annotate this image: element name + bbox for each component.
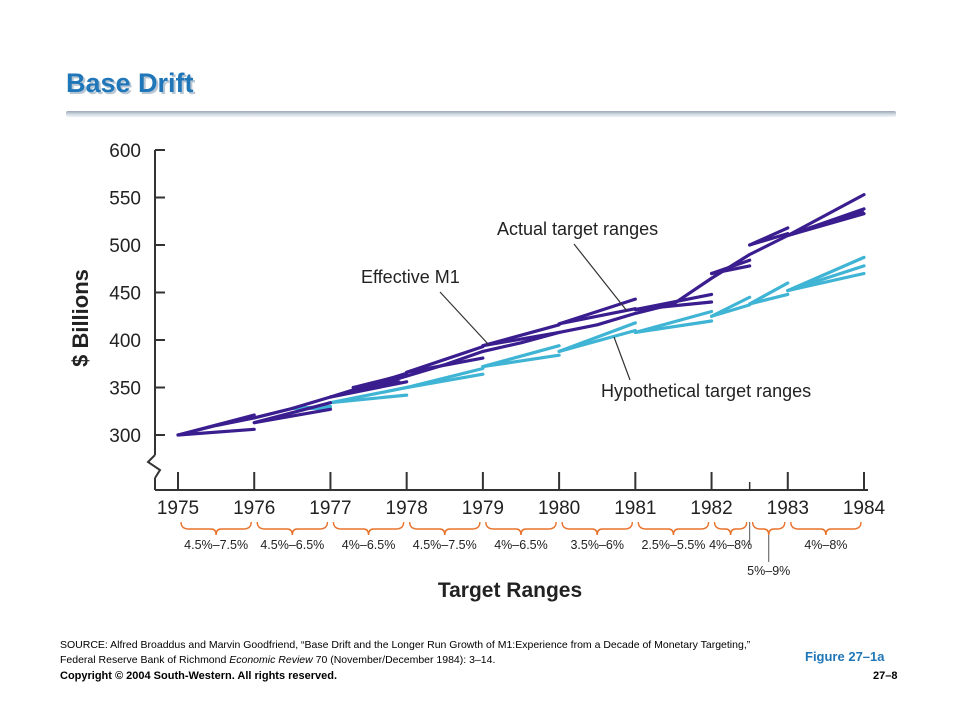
source-note: SOURCE: Alfred Broaddus and Marvin Goodf… bbox=[60, 638, 760, 668]
source-suffix: 70 (November/December 1984): 3–14. bbox=[313, 654, 496, 666]
copyright: Copyright © 2004 South-Western. All righ… bbox=[60, 670, 337, 682]
y-tick-label: 500 bbox=[109, 236, 141, 257]
y-tick-label: 550 bbox=[109, 189, 141, 210]
leader-effective bbox=[440, 292, 489, 345]
target-range-label: 4.5%–7.5% bbox=[413, 538, 477, 552]
target-range-brace bbox=[181, 522, 251, 535]
target-range-brace bbox=[333, 522, 403, 535]
target-range-brace bbox=[410, 522, 480, 535]
figure-label: Figure 27–1a bbox=[805, 649, 885, 664]
x-axis-label: Target Ranges bbox=[438, 579, 582, 602]
source-journal: Economic Review bbox=[229, 654, 312, 666]
annotation-actual: Actual target ranges bbox=[497, 219, 658, 239]
target-range-brace bbox=[257, 522, 327, 535]
x-tick-label: 1979 bbox=[462, 498, 504, 519]
target-range-label: 4.5%–6.5% bbox=[260, 538, 324, 552]
target-range-brace bbox=[791, 522, 861, 535]
x-tick-label: 1975 bbox=[157, 498, 199, 519]
x-tick-label: 1978 bbox=[386, 498, 428, 519]
x-tick-label: 1980 bbox=[538, 498, 580, 519]
target-range-label: 4%–6.5% bbox=[342, 538, 396, 552]
target-range-label: 3.5%–6% bbox=[570, 538, 624, 552]
target-range-brace bbox=[715, 522, 747, 535]
y-axis-label: $ Billions bbox=[68, 269, 93, 367]
target-range-label: 2.5%–5.5% bbox=[641, 538, 705, 552]
y-tick-label: 600 bbox=[109, 141, 141, 162]
target-range-brace bbox=[638, 522, 708, 535]
page-number: 27–8 bbox=[873, 670, 897, 682]
y-tick-label: 300 bbox=[109, 426, 141, 447]
hypothetical-target-range-line bbox=[788, 274, 864, 291]
target-range-label: 4%–8% bbox=[804, 538, 847, 552]
target-range-brace bbox=[753, 522, 785, 535]
leader-actual bbox=[574, 244, 627, 311]
effective-m1-line bbox=[178, 212, 864, 435]
target-range-label: 4%–6.5% bbox=[494, 538, 548, 552]
x-tick-label: 1984 bbox=[843, 498, 886, 519]
x-tick-label: 1983 bbox=[767, 498, 809, 519]
target-range-brace bbox=[486, 522, 556, 535]
leader-hypothetical bbox=[614, 337, 630, 380]
annotation-effective: Effective M1 bbox=[361, 267, 460, 287]
y-tick-label: 350 bbox=[109, 379, 141, 400]
annotation-hypothetical: Hypothetical target ranges bbox=[601, 381, 811, 401]
y-tick-label: 400 bbox=[109, 331, 141, 352]
x-tick-label: 1982 bbox=[690, 498, 732, 519]
base-drift-chart: 600 550 500 450 400 350 300 $ Billions 1975 1976 1… bbox=[0, 0, 960, 640]
target-range-label: 4.5%–7.5% bbox=[184, 538, 248, 552]
x-tick-label: 1981 bbox=[614, 498, 656, 519]
hypothetical-target-range-line bbox=[407, 374, 483, 387]
target-range-label: 5%–9% bbox=[747, 564, 790, 578]
axis-break bbox=[148, 455, 160, 478]
x-tick-label: 1976 bbox=[233, 498, 275, 519]
target-range-label: 4%–8% bbox=[709, 538, 752, 552]
y-tick-label: 450 bbox=[109, 284, 141, 305]
x-tick-label: 1977 bbox=[309, 498, 351, 519]
target-range-brace bbox=[562, 522, 632, 535]
hypothetical-target-range-line bbox=[559, 331, 635, 352]
